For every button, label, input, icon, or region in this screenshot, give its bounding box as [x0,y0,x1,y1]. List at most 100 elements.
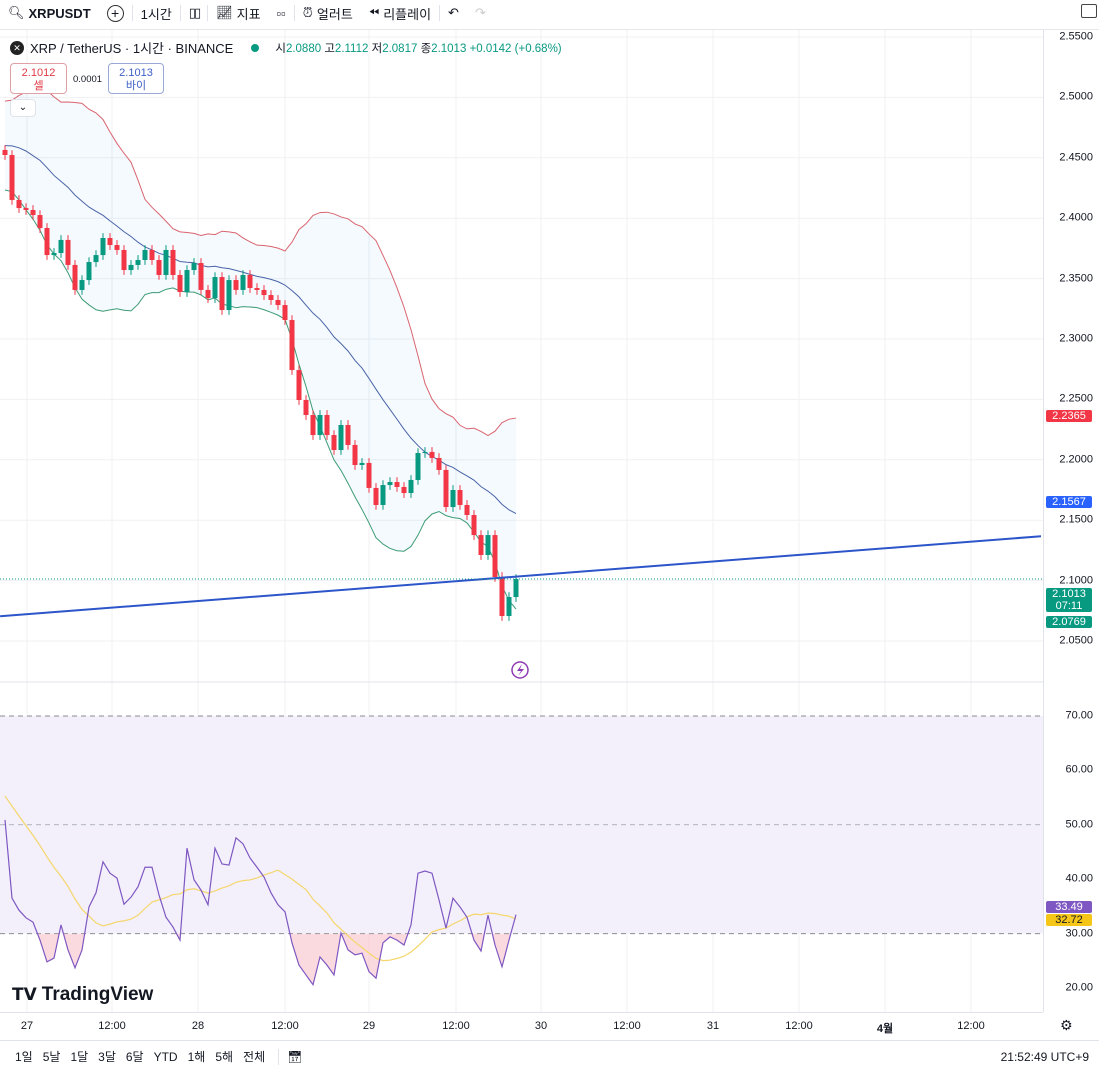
axis-settings-icon[interactable]: ⚙ [1060,1017,1073,1033]
chart-type-button[interactable]: ▯▯ [181,0,207,26]
buy-button[interactable]: 2.1013 바이 [108,63,164,94]
price-tick-label: 2.3000 [1059,332,1093,345]
range-button[interactable]: 5날 [42,1050,61,1064]
candle-body [268,295,274,300]
candle-body [506,597,512,616]
ohlc-values: 시2.0880 고2.1112 저2.0817 종2.1013 +0.0142 … [275,42,562,55]
divider [207,5,209,21]
candle-body [394,482,400,487]
rsi-value-tag-value: 33.49 [1055,901,1083,913]
candle-body [51,252,57,256]
time-tick-label: 31 [706,1020,720,1032]
alarm-clock-icon: ⏰︎ [302,5,313,20]
candle-body [163,249,169,275]
range-button[interactable]: 5해 [215,1050,234,1064]
candle-body [324,414,330,436]
candle-body [226,280,232,311]
price-tick-label: 2.1000 [1059,574,1093,587]
candle-body [422,451,428,454]
alert-button[interactable]: ⏰︎ 얼러트 [302,5,353,22]
candle-body [100,238,106,256]
candle-body [408,479,414,494]
sell-button[interactable]: 2.1012 셀 [10,63,67,94]
divider [439,5,441,21]
redo-button[interactable]: ↷ [467,0,494,26]
candle-body [296,370,302,401]
candle-body [79,280,85,290]
chevron-down-icon: ⌄ [18,102,28,113]
time-tick-label: 29 [362,1020,376,1032]
clock[interactable]: 21:52:49 UTC+9 [1000,1050,1089,1064]
candle-body [492,535,498,577]
time-axis[interactable]: ⚙ 27 12:00 28 12:00 29 12:00 30 12:00 31 12:00 4월 1… [0,1012,1073,1038]
time-tick-label: 27 [20,1020,34,1032]
rsi-value-tag: 33.49 [1046,901,1092,913]
candle-body [191,263,197,271]
candle-body [359,462,365,465]
bb-upper-tag-value: 2.2365 [1052,410,1086,422]
range-button[interactable]: 1일 [15,1050,33,1064]
candle-body [352,444,358,465]
symbol-title[interactable]: XRP / TetherUS · 1시간 · BINANCE [30,41,234,56]
price-tick-label: 2.4500 [1059,151,1093,164]
price-tick-label: 2.2000 [1059,453,1093,466]
price-tick-label: 2.4000 [1059,211,1093,224]
calendar-goto-icon[interactable]: 📅︎ [287,1049,303,1064]
candle-body [107,238,113,246]
bollinger-lower [4,189,517,610]
range-button[interactable]: 1해 [187,1050,206,1064]
candle-body [345,425,351,445]
rewind-icon: ⏪︎ [368,5,380,20]
candle-body [436,457,442,470]
candle-body [58,239,64,253]
rsi-tick-label: 70.00 [1065,709,1093,722]
range-button[interactable]: 6달 [125,1050,144,1064]
time-tick-label: 12:00 [442,1020,470,1032]
candle-body [254,288,260,290]
candle-body [282,305,288,321]
time-tick-label: 12:00 [957,1020,985,1032]
range-button[interactable]: 3달 [98,1050,116,1064]
candle-body [205,289,211,299]
candle-body [16,199,22,209]
candle-body [135,259,141,265]
candle-body [93,255,99,263]
plus-circle-icon: + [106,4,124,22]
chart-canvas[interactable] [0,30,1043,1012]
price-axis[interactable]: 2.5500 2.5000 2.4500 2.4000 2.3500 2.3000 2.25… [1043,30,1099,1012]
indicators-button[interactable]: 📈︎ 지표 [216,5,261,22]
undo-button[interactable]: ↶ [440,0,467,26]
tradingview-logo: 𝗧𝗩 TradingView [12,984,154,1005]
price-tick-label: 2.2500 [1059,392,1093,405]
price-tick-label: 2.3500 [1059,272,1093,285]
range-button[interactable]: 전체 [243,1050,266,1064]
candle-body [177,274,183,293]
layout-button[interactable]: ▫▫ [269,0,294,26]
time-tick-label: 12:00 [98,1020,126,1032]
range-button[interactable]: YTD [153,1049,178,1064]
time-tick-label: 12:00 [785,1020,813,1032]
rsi-line [4,819,517,987]
trend-line [0,535,1042,618]
symbol-search-button[interactable]: 🔍︎ XRPUSDT [8,5,91,21]
compare-symbol-button[interactable]: + [99,0,132,26]
bb-basis-tag: 2.1567 [1046,496,1092,508]
replay-button[interactable]: ⏪︎ 리플레이 [368,5,432,22]
price-tick-label: 2.5500 [1059,30,1093,43]
interval-button[interactable]: 1시간 [140,6,172,22]
candle-body [44,227,50,256]
range-button[interactable]: 1달 [70,1050,89,1064]
candle-body [72,264,78,290]
collapse-legend-button[interactable]: ⌄ [10,99,36,117]
fullscreen-icon[interactable] [1081,4,1097,18]
indicator-chart-icon: 📈︎ [216,5,233,20]
candle-body [317,414,323,436]
time-tick-label: 4월 [876,1023,894,1035]
candle-body [142,249,148,260]
candle-body [275,299,281,306]
bar-countdown: 07:11 [1055,600,1083,612]
time-tick-label: 12:00 [271,1020,299,1032]
bb-basis-tag-value: 2.1567 [1052,496,1086,508]
spread-value: 0.0001 [73,74,103,85]
candle-body [240,274,246,290]
